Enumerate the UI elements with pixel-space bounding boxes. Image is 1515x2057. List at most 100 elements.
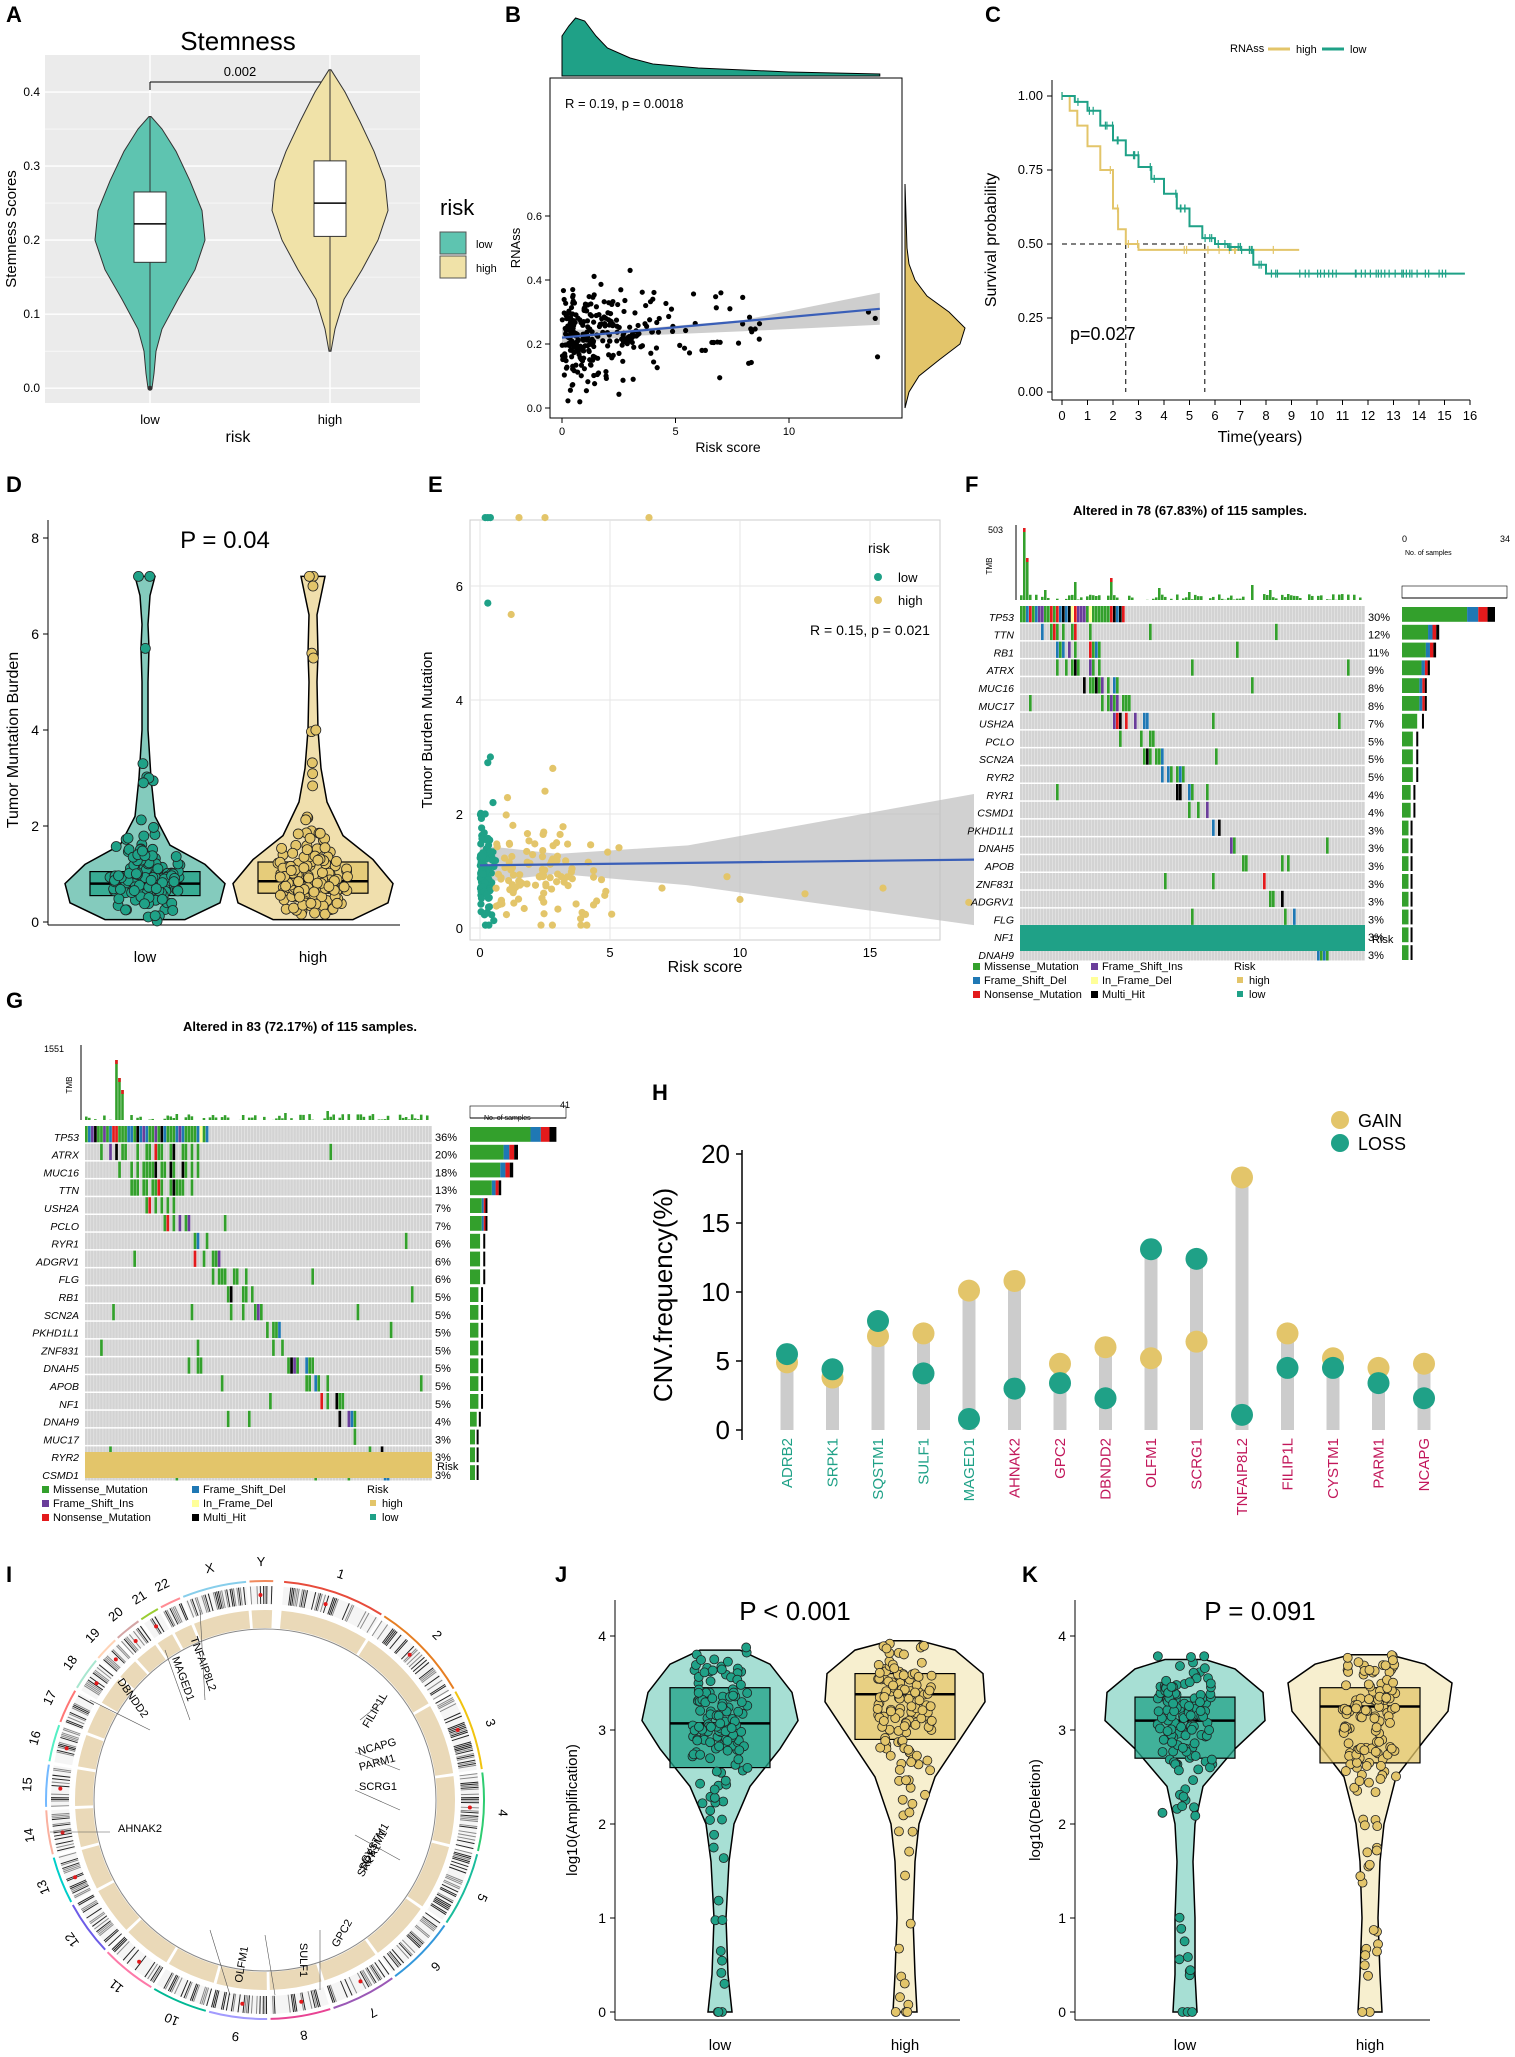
oncoplot-cell xyxy=(136,1179,140,1196)
oncoplot-cell xyxy=(1125,784,1128,801)
oncoplot-cell xyxy=(115,1304,118,1321)
oncoplot-cell xyxy=(1356,641,1359,658)
oncoplot-cell xyxy=(356,1197,360,1214)
sample-count-bar xyxy=(483,1233,486,1249)
oncoplot-cell xyxy=(1155,944,1158,961)
oncoplot-cell xyxy=(1074,944,1077,961)
oncoplot-cell xyxy=(196,1179,200,1196)
oncoplot-cell xyxy=(235,1304,239,1321)
oncoplot-cell xyxy=(1059,890,1062,908)
oncoplot-cell xyxy=(1251,606,1254,623)
oncoplot-cell xyxy=(1206,623,1209,641)
oncoplot-cell xyxy=(311,1250,315,1267)
oncoplot-cell xyxy=(1347,801,1350,819)
oncoplot-cell xyxy=(1062,641,1065,658)
percent-label: 3% xyxy=(1368,879,1384,891)
oncoplot-cell xyxy=(142,1250,146,1267)
oncoplot-cell xyxy=(1092,873,1095,890)
oncoplot-cell xyxy=(1290,819,1293,836)
oncoplot-cell xyxy=(1062,766,1065,783)
oncoplot-cell xyxy=(1167,801,1170,819)
oncoplot-cell xyxy=(217,1161,221,1178)
oncoplot-cell xyxy=(121,1179,124,1196)
oncoplot-cell xyxy=(238,1161,242,1178)
jitter-point xyxy=(293,876,304,887)
oncoplot-cell xyxy=(1251,677,1254,694)
oncoplot-cell xyxy=(166,1304,170,1321)
oncoplot-cell xyxy=(266,1126,269,1143)
oncoplot-cell xyxy=(1185,623,1188,641)
oncoplot-cell xyxy=(1134,873,1137,890)
oncoplot-cell xyxy=(112,1321,115,1339)
oncoplot-cell xyxy=(1122,695,1125,712)
oncoplot-cell xyxy=(1137,819,1140,836)
oncoplot-cell xyxy=(356,1232,360,1250)
oncoplot-cell xyxy=(1218,837,1221,854)
oncoplot-cell xyxy=(1056,819,1059,836)
y-axis-label: Survival probability xyxy=(983,173,1000,307)
oncoplot-cell xyxy=(1263,712,1266,730)
oncoplot-cell xyxy=(1128,784,1131,801)
oncoplot-cell xyxy=(1134,641,1137,658)
oncoplot-cell xyxy=(1146,641,1149,658)
scatter-point xyxy=(573,362,579,368)
y-axis-label: Stemness Scores xyxy=(3,170,20,288)
oncoplot-cell xyxy=(1326,712,1329,730)
oncoplot-cell xyxy=(1278,801,1281,819)
oncoplot-cell xyxy=(1188,890,1191,908)
oncoplot-cell xyxy=(344,1232,348,1250)
oncoplot-cell xyxy=(1275,784,1278,801)
scatter-point xyxy=(616,350,622,356)
oncoplot-cell xyxy=(1197,908,1200,925)
oncoplot-cell xyxy=(1038,677,1041,694)
oncoplot-cell xyxy=(1020,944,1023,961)
x-axis-label: Risk score xyxy=(695,439,761,455)
oncoplot-cell xyxy=(1179,623,1182,641)
oncoplot-cell xyxy=(1035,766,1038,783)
oncoplot-cell xyxy=(1149,695,1152,712)
oncoplot-cell xyxy=(193,1161,197,1178)
gene-label: RYR2 xyxy=(986,772,1014,784)
oncoplot-cell xyxy=(1068,837,1071,854)
oncoplot-cell xyxy=(145,1250,149,1267)
oncoplot-cell xyxy=(1227,695,1230,712)
percent-label: 30% xyxy=(1368,612,1390,624)
oncoplot-cell xyxy=(1143,766,1146,783)
sample-count-bar xyxy=(470,1162,501,1178)
oncoplot-cell xyxy=(1317,712,1320,730)
oncoplot-cell xyxy=(1332,801,1335,819)
gene-label: ADGRV1 xyxy=(970,897,1014,909)
oncoplot-cell xyxy=(398,1179,402,1196)
oncoplot-cell xyxy=(1281,695,1284,712)
scatter-point xyxy=(615,301,621,308)
oncoplot-cell xyxy=(1122,677,1125,694)
oncoplot-cell xyxy=(1221,944,1224,961)
oncoplot-cell xyxy=(208,1126,212,1143)
scatter-point-high xyxy=(604,848,612,856)
oncoplot-cell xyxy=(1068,641,1071,658)
oncoplot-cell xyxy=(205,1197,209,1214)
panel-label-k: K xyxy=(1022,1562,1038,1587)
x-tick-label: 5 xyxy=(1186,408,1193,423)
oncoplot-cell xyxy=(1290,623,1293,641)
oncoplot-cell xyxy=(329,1250,333,1267)
oncoplot-cell xyxy=(1356,623,1359,641)
oncoplot-cell xyxy=(1086,784,1089,801)
panel-label-b: B xyxy=(505,2,521,27)
oncoplot-cell xyxy=(380,1286,384,1303)
oncoplot-cell xyxy=(244,1197,248,1214)
oncoplot-cell xyxy=(404,1179,408,1196)
oncoplot-cell xyxy=(1128,819,1131,836)
oncoplot-cell xyxy=(1320,890,1323,908)
scatter-point xyxy=(655,329,662,335)
oncoplot-cell xyxy=(1116,606,1119,623)
scatter-point xyxy=(627,267,633,273)
oncoplot-cell xyxy=(1173,873,1176,890)
marginal-density-top xyxy=(561,17,881,77)
oncoplot-cell xyxy=(1206,641,1209,658)
oncoplot-cell xyxy=(193,1179,197,1196)
tmb-max: 503 xyxy=(988,525,1003,535)
oncoplot-cell xyxy=(401,1250,405,1267)
oncoplot-cell xyxy=(290,1143,293,1161)
tmb-bar xyxy=(1116,597,1119,600)
